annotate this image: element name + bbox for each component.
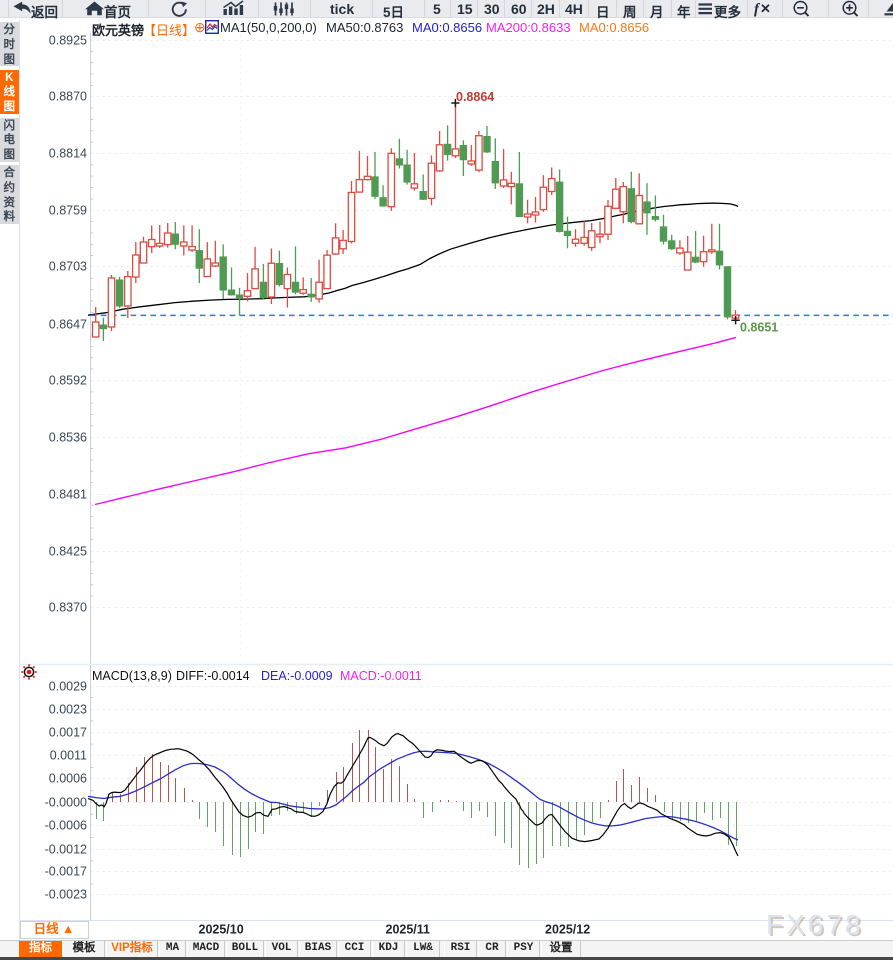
svg-text:0.8651: 0.8651 — [740, 321, 778, 335]
svg-text:2025/12: 2025/12 — [545, 923, 590, 937]
svg-text:-0.0012: -0.0012 — [45, 843, 87, 857]
svg-text:0.8647: 0.8647 — [49, 318, 87, 332]
svg-text:0.8864: 0.8864 — [456, 90, 494, 104]
svg-text:0.8481: 0.8481 — [49, 488, 87, 502]
svg-text:0.0023: 0.0023 — [49, 703, 87, 717]
svg-text:0.8870: 0.8870 — [49, 90, 87, 104]
svg-text:-0.0000: -0.0000 — [45, 796, 87, 810]
svg-text:0.8703: 0.8703 — [49, 260, 87, 274]
svg-text:0.8759: 0.8759 — [49, 204, 87, 218]
svg-text:0.8592: 0.8592 — [49, 374, 87, 388]
svg-text:0.8425: 0.8425 — [49, 545, 87, 559]
svg-text:✕: ✕ — [760, 1, 771, 16]
svg-text:0.8925: 0.8925 — [49, 34, 87, 48]
svg-text:0.8370: 0.8370 — [49, 601, 87, 615]
svg-text:-0.0017: -0.0017 — [45, 865, 87, 879]
svg-text:0.8814: 0.8814 — [49, 147, 87, 161]
svg-text:-0.0006: -0.0006 — [45, 819, 87, 833]
svg-text:2025/11: 2025/11 — [386, 923, 431, 937]
svg-text:f: f — [754, 2, 761, 18]
svg-text:0.8536: 0.8536 — [49, 431, 87, 445]
svg-text:0.0011: 0.0011 — [50, 749, 87, 763]
svg-text:2025/10: 2025/10 — [199, 923, 244, 937]
svg-text:0.0017: 0.0017 — [49, 726, 87, 740]
svg-text:0.0006: 0.0006 — [49, 772, 87, 786]
svg-text:-0.0023: -0.0023 — [45, 888, 87, 902]
svg-text:0.0029: 0.0029 — [49, 680, 87, 694]
